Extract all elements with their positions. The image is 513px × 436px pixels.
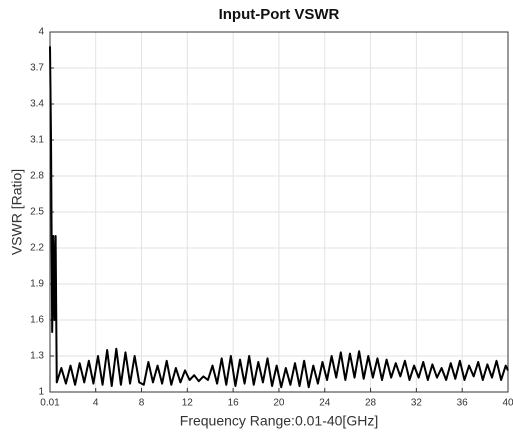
y-tick-label: 1.6 bbox=[30, 315, 44, 326]
x-tick-label: 4 bbox=[93, 398, 99, 409]
y-tick-label: 2.5 bbox=[30, 207, 44, 218]
x-axis-label: Frequency Range:0.01-40[GHz] bbox=[180, 413, 378, 429]
x-tick-label: 24 bbox=[319, 398, 331, 409]
x-tick-label: 32 bbox=[411, 398, 423, 409]
x-tick-label: 0.01 bbox=[40, 398, 60, 409]
x-tick-label: 8 bbox=[139, 398, 145, 409]
y-tick-label: 1.9 bbox=[30, 279, 44, 290]
y-axis-label: VSWR [Ratio] bbox=[9, 169, 25, 255]
x-tick-label: 28 bbox=[365, 398, 377, 409]
y-tick-label: 1.3 bbox=[30, 351, 44, 362]
y-tick-label: 2.8 bbox=[30, 171, 44, 182]
y-tick-label: 4 bbox=[38, 27, 44, 38]
y-tick-label: 3.7 bbox=[30, 63, 44, 74]
y-tick-label: 3.4 bbox=[30, 99, 44, 110]
x-tick-label: 12 bbox=[182, 398, 194, 409]
x-tick-label: 16 bbox=[228, 398, 240, 409]
y-tick-label: 1 bbox=[38, 387, 44, 398]
plot-frame bbox=[49, 31, 509, 393]
x-tick-label: 20 bbox=[273, 398, 285, 409]
chart-title: Input-Port VSWR bbox=[219, 6, 340, 23]
y-tick-label: 3.1 bbox=[30, 135, 44, 146]
data-line bbox=[49, 46, 509, 389]
x-tick-label: 40 bbox=[502, 398, 513, 409]
y-tick-label: 2.2 bbox=[30, 243, 44, 254]
x-tick-label: 36 bbox=[457, 398, 469, 409]
